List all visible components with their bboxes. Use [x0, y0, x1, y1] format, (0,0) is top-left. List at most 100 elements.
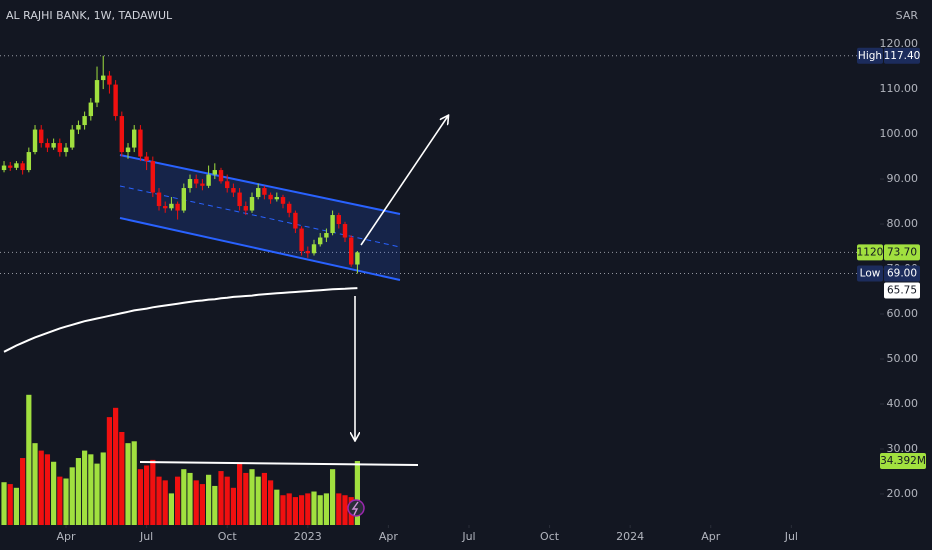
volume-bar — [175, 476, 181, 525]
volume-bar — [137, 469, 144, 525]
x-tick-label: Apr — [379, 530, 399, 543]
y-tick-label: 40.00 — [887, 397, 919, 410]
volume-bar — [26, 394, 32, 525]
candle-body — [175, 203, 180, 211]
candle-body — [144, 156, 149, 162]
candle-body — [348, 237, 354, 265]
volume-bar — [94, 463, 100, 525]
price-labels: High 117.40 1120 73.70 Low 69.00 65.75 34.392M — [857, 47, 926, 470]
low-name: Low — [860, 268, 881, 280]
volume-bar — [230, 487, 237, 525]
ma-value: 65.75 — [887, 285, 917, 297]
candle-body — [45, 143, 50, 148]
volume-bar — [243, 472, 249, 525]
candle-body — [262, 188, 267, 195]
price-lines — [0, 55, 880, 275]
y-tick-label: 80.00 — [887, 217, 919, 230]
event-bolt — [351, 501, 359, 516]
candle-body — [82, 116, 87, 126]
low-value: 69.00 — [887, 268, 917, 280]
volume-bar — [150, 459, 156, 525]
candle-body — [107, 75, 112, 85]
candle-body — [32, 129, 38, 153]
volume-bar — [144, 465, 150, 525]
candle-body — [181, 188, 187, 211]
candle-body — [150, 161, 156, 193]
currency: SAR — [896, 9, 919, 22]
x-tick-label: 2023 — [294, 530, 322, 543]
ma-value-bg — [884, 282, 920, 299]
volume-bar — [63, 478, 69, 525]
candle-body — [14, 163, 19, 168]
volume-bar — [237, 463, 243, 525]
candle-body — [76, 125, 81, 130]
volume-bar — [317, 495, 323, 525]
last-price-bg — [884, 244, 920, 261]
volume-bar — [181, 469, 187, 525]
x-tick-label: 2024 — [616, 530, 644, 543]
volume-bar — [7, 484, 13, 525]
chart-title: AL RAJHI BANK, 1W, TADAWUL — [6, 9, 173, 22]
candle-body — [26, 152, 32, 171]
candle-body — [330, 215, 335, 234]
candle-body — [113, 84, 118, 117]
candle-body — [268, 194, 273, 200]
volume-bar — [156, 476, 162, 525]
high-name-bg — [857, 47, 883, 64]
candle-body — [225, 181, 230, 189]
candle-body — [51, 143, 56, 148]
candle-body — [200, 183, 205, 186]
volume-bar — [1, 482, 7, 525]
volume-bar — [274, 489, 280, 525]
volume-bar — [44, 454, 51, 525]
candle-body — [88, 102, 94, 117]
candle-body — [342, 224, 348, 238]
axes: 120.00110.00100.0090.0080.0070.0060.0050… — [57, 37, 918, 543]
high-value: 117.40 — [884, 50, 921, 62]
candle-body — [132, 129, 137, 148]
volume-bar — [193, 480, 199, 525]
volume-bar — [311, 491, 317, 525]
volume-bar — [13, 487, 20, 525]
countdown: 1120 — [857, 246, 884, 258]
candle-body — [8, 165, 13, 168]
low-value-bg — [884, 265, 920, 282]
volume-bar — [88, 454, 94, 525]
y-tick-label: 20.00 — [887, 487, 919, 500]
candle-body — [163, 206, 168, 209]
event-icon[interactable] — [347, 499, 365, 517]
x-tick-label: Oct — [540, 530, 560, 543]
high-value-bg — [884, 47, 920, 64]
volume-bar — [255, 476, 261, 525]
candle-body — [194, 179, 199, 184]
moving-average — [3, 287, 358, 353]
candle-body — [355, 252, 360, 265]
volume-bar — [280, 495, 286, 525]
candle-body — [63, 147, 69, 153]
volume-bar — [292, 497, 298, 525]
candle-body — [206, 174, 211, 186]
candle-body — [156, 192, 162, 207]
candle-body — [138, 129, 143, 157]
volume-bar — [38, 450, 44, 525]
candle-body — [70, 129, 75, 148]
volume-bar — [82, 450, 88, 525]
candle-body — [256, 188, 261, 198]
x-tick-label: Jul — [784, 530, 798, 543]
volume-bar — [75, 458, 82, 525]
last-price: 73.70 — [887, 246, 917, 258]
volume-bar — [268, 480, 274, 525]
volume-value: 34.392M — [880, 455, 926, 467]
x-tick-label: Jul — [139, 530, 153, 543]
channel-upper — [119, 154, 401, 215]
volume-bar — [113, 407, 119, 525]
volume-bar — [162, 480, 168, 525]
candle-body — [212, 170, 218, 175]
candle-body — [249, 197, 255, 211]
candle-body — [305, 251, 310, 254]
volume-bar — [323, 493, 329, 525]
volume-bar — [187, 472, 193, 525]
volume-bar — [20, 458, 26, 525]
candles — [1, 55, 360, 353]
